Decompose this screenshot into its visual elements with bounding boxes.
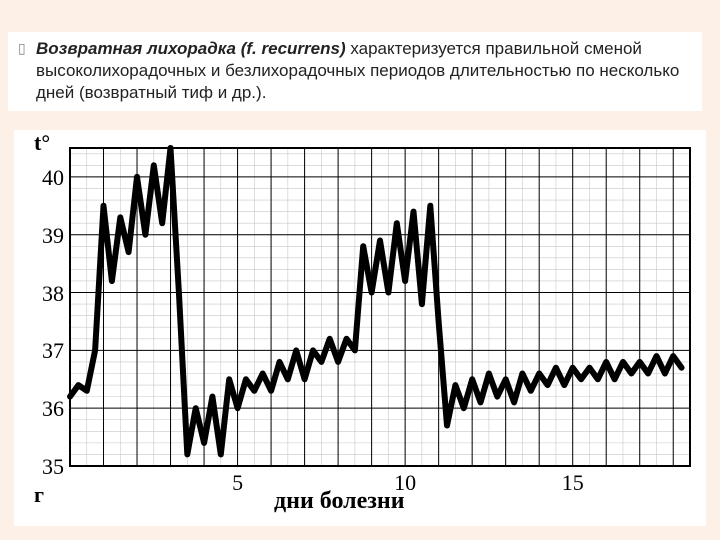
chart-svg [14, 130, 706, 526]
y-tick-label: 39 [30, 223, 64, 249]
y-tick-label: 35 [30, 454, 64, 480]
x-axis-label: дни болезни [274, 488, 405, 515]
slide: ▯ Возвратная лихорадка (f. recurrens) ха… [0, 0, 720, 540]
description-text-box: ▯ Возвратная лихорадка (f. recurrens) ха… [8, 32, 702, 111]
y-tick-label: 36 [30, 396, 64, 422]
y-axis-label: t° [34, 130, 50, 156]
y-tick-label: 37 [30, 338, 64, 364]
y-tick-label: 38 [30, 281, 64, 307]
x-tick-label: 15 [558, 470, 588, 496]
bullet-icon: ▯ [18, 40, 26, 58]
x-tick-label: 10 [390, 470, 420, 496]
y-tick-label: 40 [30, 165, 64, 191]
x-tick-label: 5 [223, 470, 253, 496]
temperature-chart: t° г дни болезни 35 36 37 38 39 40 5 10 15 [14, 130, 706, 526]
description-title: Возвратная лихорадка (f. recurrens) [36, 39, 346, 58]
corner-label: г [34, 482, 44, 508]
